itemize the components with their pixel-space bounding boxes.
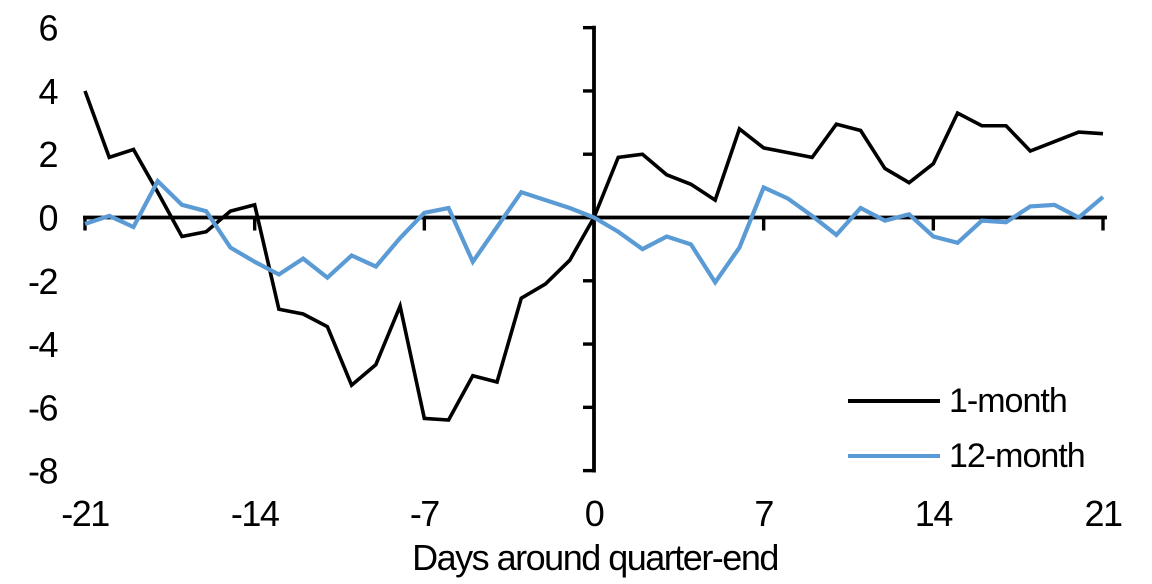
x-axis-title: Days around quarter-end xyxy=(412,537,779,578)
legend-label-1-month: 1-month xyxy=(949,381,1068,420)
x-tick-label: 14 xyxy=(915,493,953,534)
y-tick-label: 6 xyxy=(38,8,57,49)
legend: 1-month 12-month xyxy=(848,381,1086,475)
legend-line-swatch-blue xyxy=(848,454,940,458)
y-tick-label: -8 xyxy=(28,451,57,492)
x-tick-label: 0 xyxy=(585,493,604,534)
x-tick-label: 7 xyxy=(754,493,773,534)
x-tick-label: 21 xyxy=(1084,493,1122,534)
y-tick-label: 4 xyxy=(38,71,57,112)
legend-item-12-month: 12-month xyxy=(848,436,1086,475)
y-tick-label: -2 xyxy=(28,261,57,302)
legend-line-swatch-black xyxy=(848,399,940,403)
legend-label-12-month: 12-month xyxy=(949,436,1086,475)
y-tick-label: -4 xyxy=(28,324,57,365)
y-tick-label: 2 xyxy=(38,134,57,175)
x-tick-label: -7 xyxy=(410,493,439,534)
x-tick-label: -14 xyxy=(231,493,279,534)
y-tick-label: 0 xyxy=(38,198,57,239)
legend-item-1-month: 1-month xyxy=(848,381,1085,420)
y-tick-label: -6 xyxy=(28,387,57,428)
x-tick-label: -21 xyxy=(61,493,109,534)
series-line-12-month xyxy=(84,177,1105,287)
